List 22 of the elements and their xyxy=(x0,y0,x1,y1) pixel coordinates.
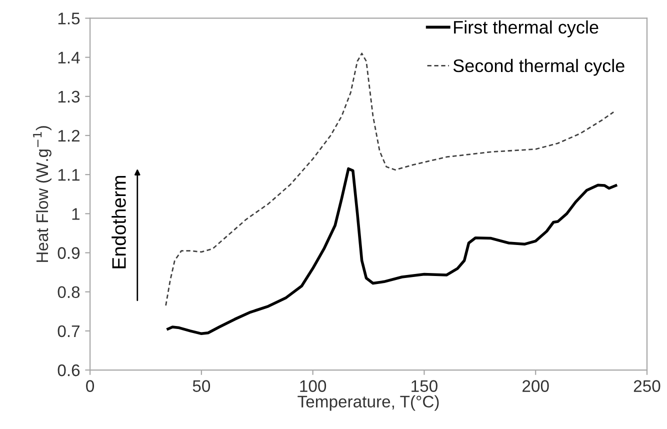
y-tick-label: 0.9 xyxy=(58,247,80,259)
x-tick-label: 250 xyxy=(634,380,660,392)
x-tick-label: 100 xyxy=(300,380,326,392)
x-tick-label: 0 xyxy=(86,380,94,392)
y-tick-label: 1.4 xyxy=(58,52,80,64)
legend-label: Second thermal cycle xyxy=(453,58,624,76)
y-tick-label: 1.1 xyxy=(58,169,80,181)
line-series xyxy=(166,167,618,336)
legend-label: First thermal cycle xyxy=(454,20,598,38)
x-tick-label: 50 xyxy=(192,380,210,392)
x-axis-title: Temperature, T(°C) xyxy=(298,395,439,411)
y-tick-label: 0.8 xyxy=(58,286,80,298)
annotation: Endotherm xyxy=(112,176,126,268)
y-tick-label: 1.2 xyxy=(58,130,80,142)
y-tick-label: 0.7 xyxy=(58,325,80,338)
y-tick-label: 1.3 xyxy=(58,90,80,103)
y-tick-label: 0.6 xyxy=(58,364,80,376)
y-tick-label: 1 xyxy=(72,208,80,220)
y-axis-title: Heat Flow (W.g$^{−1}$) xyxy=(33,126,52,262)
x-tick-label: 150 xyxy=(412,380,438,392)
x-tick-label: 200 xyxy=(522,380,549,392)
y-tick-label: 1.5 xyxy=(58,12,80,24)
